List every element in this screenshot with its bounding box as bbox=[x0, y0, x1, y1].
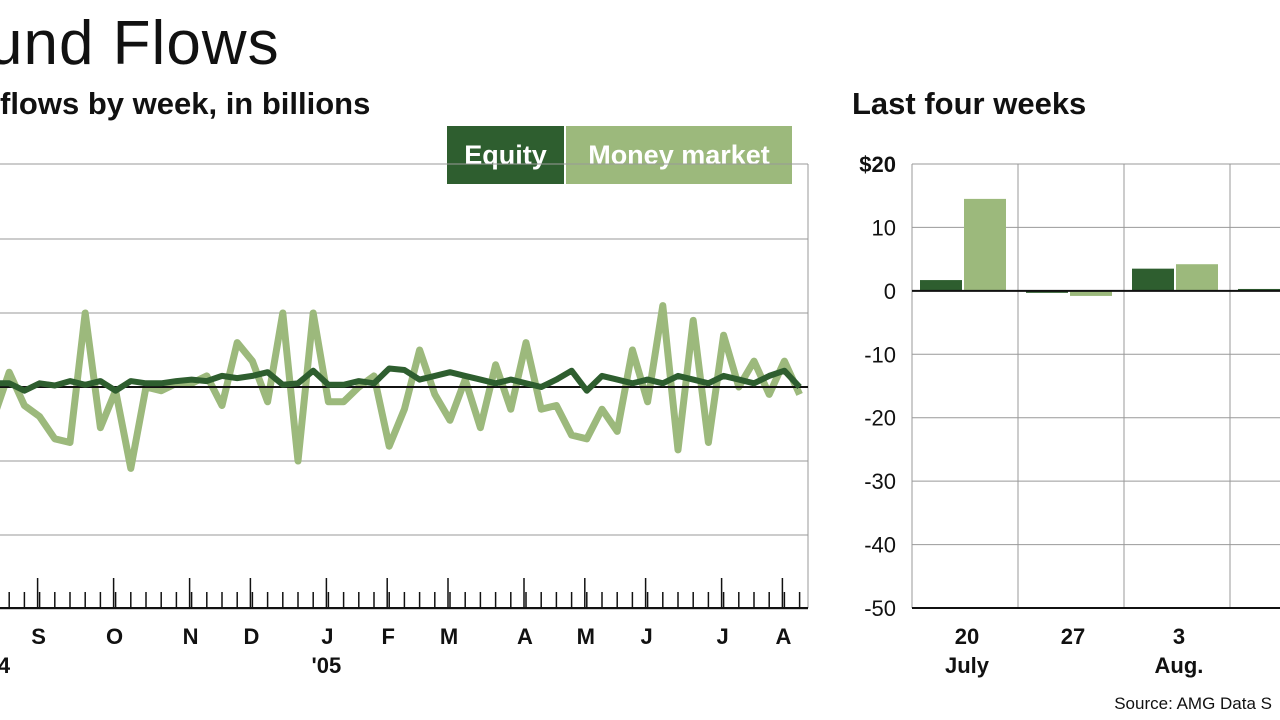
category-label: 27 bbox=[1061, 624, 1085, 649]
y-tick-label: -10 bbox=[864, 342, 896, 367]
category-sublabel: July bbox=[945, 653, 990, 678]
bar-money-market bbox=[964, 198, 1006, 291]
x-tick-label: M bbox=[440, 624, 458, 649]
y-tick-label: 10 bbox=[872, 215, 896, 240]
x-tick-label: A bbox=[517, 624, 533, 649]
x-tick-label: A bbox=[775, 624, 791, 649]
x-tick-label: J bbox=[321, 624, 333, 649]
y-tick-label: -20 bbox=[864, 406, 896, 431]
bar-equity bbox=[920, 280, 962, 291]
x-tick-label: F bbox=[381, 624, 394, 649]
category-label: 20 bbox=[955, 624, 979, 649]
x-tick-label: M bbox=[577, 624, 595, 649]
source-note: Source: AMG Data S bbox=[1114, 694, 1272, 713]
bar-equity bbox=[1238, 288, 1280, 291]
bar-money-market bbox=[1176, 264, 1218, 291]
bar-money-market bbox=[1070, 290, 1112, 296]
equity-series-line bbox=[0, 365, 802, 394]
x-tick-label: J bbox=[640, 624, 652, 649]
category-sublabel: Aug. bbox=[1155, 653, 1204, 678]
x-tick-label: D bbox=[243, 624, 259, 649]
year-label: 4 bbox=[0, 653, 11, 678]
x-tick-label: N bbox=[183, 624, 199, 649]
weekly-flows-line-chart: S O N D J F M A M J J A 4 '05 bbox=[0, 163, 809, 678]
year-label: '05 bbox=[312, 653, 342, 678]
y-tick-label: $20 bbox=[859, 152, 896, 177]
category-label: 3 bbox=[1173, 624, 1185, 649]
x-tick-label: O bbox=[106, 624, 123, 649]
chart-title: und Flows bbox=[0, 9, 280, 78]
x-tick-label: J bbox=[716, 624, 728, 649]
y-tick-label: -30 bbox=[864, 469, 896, 494]
bar-equity bbox=[1132, 268, 1174, 291]
bar-equity bbox=[1026, 290, 1068, 293]
y-tick-label: -50 bbox=[864, 596, 896, 621]
chart-subtitle: flows by week, in billions bbox=[0, 86, 371, 121]
money-market-series-line bbox=[0, 302, 803, 472]
x-tick-label: S bbox=[31, 624, 46, 649]
legend-money-market: Money market bbox=[566, 126, 792, 184]
last-four-weeks-title: Last four weeks bbox=[852, 86, 1087, 121]
y-tick-label: -40 bbox=[864, 533, 896, 558]
y-tick-label: 0 bbox=[884, 279, 896, 304]
